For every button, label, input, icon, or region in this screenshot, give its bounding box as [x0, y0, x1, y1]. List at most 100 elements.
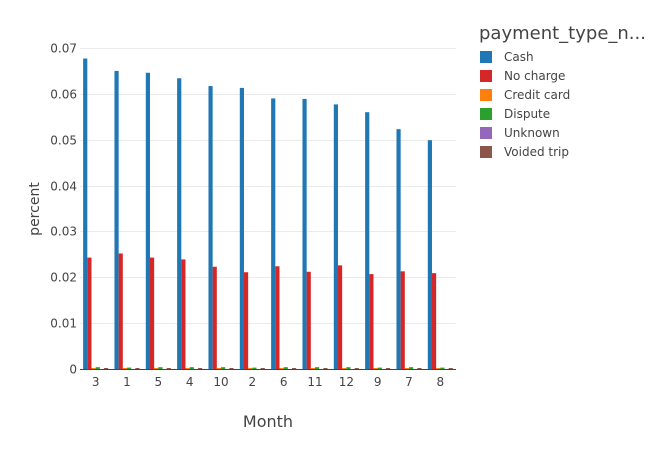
legend-item[interactable]: Dispute	[480, 107, 550, 121]
bar[interactable]	[122, 368, 127, 369]
x-tick-label: 5	[155, 375, 163, 389]
y-tick-label: 0.03	[50, 225, 77, 239]
legend-swatch	[480, 89, 492, 101]
bar[interactable]	[114, 70, 119, 370]
x-tick-label: 11	[307, 375, 322, 389]
bar[interactable]	[198, 368, 203, 369]
bar[interactable]	[369, 274, 374, 369]
bar[interactable]	[436, 368, 441, 369]
x-tick-label: 3	[92, 375, 100, 389]
bar[interactable]	[260, 368, 265, 369]
bar[interactable]	[427, 140, 432, 369]
x-tick-label: 10	[213, 375, 228, 389]
gridlines	[80, 48, 456, 324]
bar[interactable]	[118, 253, 123, 369]
bar[interactable]	[417, 368, 422, 369]
bar[interactable]	[104, 368, 109, 369]
bar[interactable]	[310, 368, 315, 369]
bar[interactable]	[91, 368, 96, 369]
bar[interactable]	[145, 72, 150, 369]
bar[interactable]	[189, 367, 194, 369]
bar[interactable]	[292, 368, 297, 369]
legend-swatch	[480, 127, 492, 139]
bar[interactable]	[386, 368, 391, 369]
bar[interactable]	[158, 367, 163, 369]
bar[interactable]	[83, 58, 88, 370]
bar[interactable]	[440, 367, 445, 369]
y-tick-labels: 0 0.01 0.02 0.03 0.04 0.05 0.06 0.07	[50, 42, 77, 377]
x-tick-label: 1	[123, 375, 131, 389]
legend-label: Voided trip	[504, 145, 569, 159]
bar[interactable]	[135, 368, 140, 369]
bar[interactable]	[221, 367, 226, 369]
bar[interactable]	[208, 86, 213, 369]
legend-item[interactable]: Unknown	[480, 126, 560, 140]
y-tick-label: 0.01	[50, 317, 77, 331]
bar[interactable]	[396, 129, 401, 369]
bar[interactable]	[400, 271, 405, 369]
bar[interactable]	[315, 367, 320, 369]
bar[interactable]	[212, 266, 217, 369]
legend-items[interactable]: Cash No charge Credit card Dispute Unknown Vo…	[480, 50, 570, 159]
legend-swatch	[480, 108, 492, 120]
bar[interactable]	[271, 98, 276, 369]
x-tick-label: 4	[186, 375, 194, 389]
bar[interactable]	[354, 368, 359, 369]
bar[interactable]	[239, 87, 244, 370]
legend-item[interactable]: Credit card	[480, 88, 570, 102]
legend-label: Cash	[504, 50, 534, 64]
bar[interactable]	[243, 272, 249, 369]
bar[interactable]	[404, 368, 409, 369]
bar[interactable]	[154, 368, 159, 369]
bar[interactable]	[306, 271, 311, 369]
bar[interactable]	[346, 367, 351, 369]
bar[interactable]	[87, 257, 92, 369]
bar[interactable]	[377, 367, 382, 369]
bar[interactable]	[149, 257, 155, 369]
x-tick-label: 6	[280, 375, 288, 389]
bar[interactable]	[248, 368, 253, 369]
x-axis-title: Month	[243, 412, 293, 431]
bar[interactable]	[229, 368, 234, 369]
bar[interactable]	[185, 368, 190, 369]
legend-label: No charge	[504, 69, 565, 83]
bar[interactable]	[342, 368, 347, 369]
bar[interactable]	[95, 367, 100, 369]
legend-label: Unknown	[504, 126, 560, 140]
bar[interactable]	[337, 265, 343, 369]
legend-item[interactable]: No charge	[480, 69, 565, 83]
legend-item[interactable]: Voided trip	[480, 145, 569, 159]
legend-title: payment_type_n...	[479, 23, 646, 44]
bar[interactable]	[323, 368, 328, 369]
legend-item[interactable]: Cash	[480, 50, 534, 64]
bar[interactable]	[275, 266, 280, 369]
bar[interactable]	[283, 367, 288, 369]
legend-swatch	[480, 51, 492, 63]
bar[interactable]	[373, 368, 378, 369]
x-tick-labels: 3 1 5 4 10 2 6 11 12 9 7 8	[92, 375, 444, 389]
y-tick-label: 0	[69, 363, 77, 377]
bar[interactable]	[252, 367, 257, 369]
bar[interactable]	[431, 273, 437, 369]
bar[interactable]	[365, 112, 370, 369]
y-tick-label: 0.07	[50, 42, 77, 56]
bars	[83, 58, 453, 370]
legend-swatch	[480, 70, 492, 82]
bar[interactable]	[181, 259, 186, 369]
bar[interactable]	[448, 368, 453, 369]
bar[interactable]	[177, 78, 182, 370]
bar[interactable]	[127, 367, 132, 369]
bar[interactable]	[279, 368, 284, 369]
bar[interactable]	[409, 367, 414, 369]
bar[interactable]	[166, 368, 171, 369]
bar[interactable]	[302, 98, 307, 370]
x-tick-label: 8	[437, 375, 445, 389]
legend[interactable]: payment_type_n... Cash No charge Credit ca…	[479, 23, 646, 159]
y-axis-title: percent	[27, 182, 43, 236]
bar[interactable]	[216, 368, 221, 369]
bar[interactable]	[333, 104, 338, 370]
y-tick-label: 0.04	[50, 180, 77, 194]
x-tick-label: 7	[405, 375, 413, 389]
y-tick-label: 0.06	[50, 88, 77, 102]
